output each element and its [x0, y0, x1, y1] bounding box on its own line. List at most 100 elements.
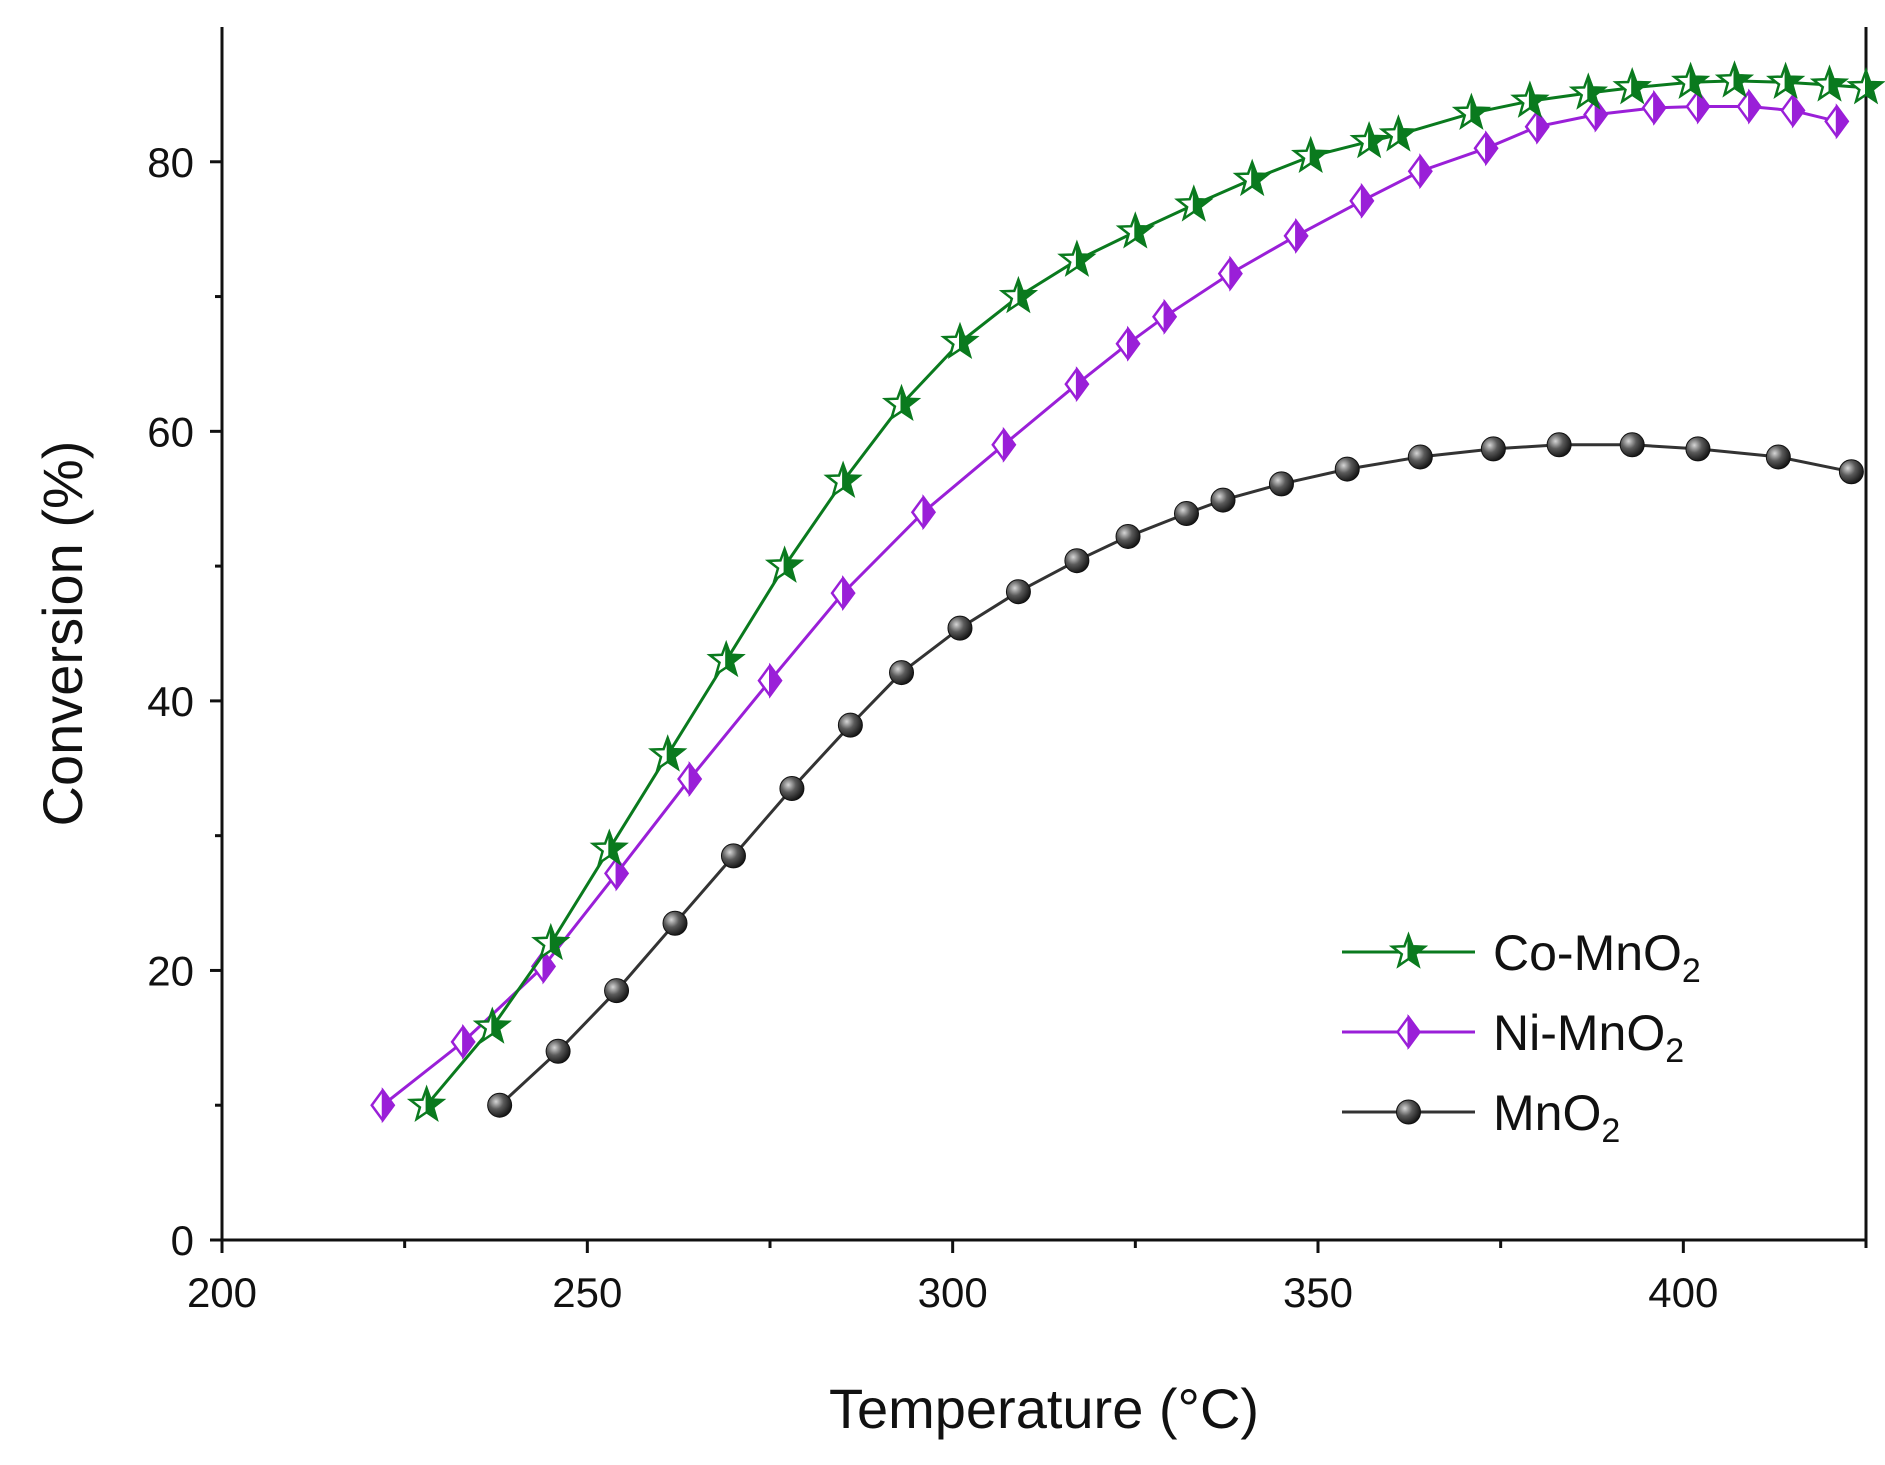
- data-point: [1838, 459, 1864, 485]
- legend-item: Ni-MnO2: [1342, 1005, 1684, 1070]
- data-point: [604, 855, 630, 892]
- data-point: [1115, 325, 1141, 362]
- data-point: [1115, 211, 1155, 249]
- data-point: [1685, 88, 1711, 125]
- data-point: [1641, 89, 1667, 126]
- data-point: [940, 321, 980, 360]
- data-point: [1612, 67, 1652, 105]
- legend-item: Co-MnO2: [1342, 925, 1701, 990]
- data-point: [889, 660, 915, 686]
- legend-label: Ni-MnO2: [1493, 1005, 1684, 1070]
- data-point: [1173, 501, 1199, 527]
- data-point: [779, 775, 805, 801]
- legend-marker: [1396, 1099, 1421, 1125]
- data-point: [1407, 153, 1433, 190]
- data-point: [910, 494, 936, 531]
- plot-frame: [220, 27, 1868, 1242]
- x-tick-label: 250: [552, 1269, 622, 1316]
- y-axis-title: Conversion (%): [31, 441, 94, 827]
- data-point: [1174, 184, 1214, 222]
- data-point: [1210, 487, 1236, 513]
- series-ni-mno2: [370, 88, 1850, 1124]
- data-point: [545, 1038, 571, 1064]
- x-tick-label: 300: [918, 1269, 988, 1316]
- data-point: [1619, 432, 1645, 458]
- data-point: [1115, 523, 1141, 549]
- data-point: [1736, 88, 1762, 125]
- data-point: [1291, 135, 1331, 174]
- x-axis-title: Temperature (°C): [829, 1377, 1259, 1440]
- data-point: [604, 978, 630, 1004]
- legend-marker: [1395, 1013, 1422, 1051]
- legend-label: MnO2: [1493, 1085, 1620, 1150]
- y-tick-label: 40: [147, 678, 194, 725]
- data-point: [1480, 436, 1506, 462]
- data-point: [1232, 158, 1272, 197]
- data-point: [1407, 444, 1433, 470]
- data-point: [947, 615, 973, 641]
- data-point: [662, 910, 688, 936]
- data-point: [830, 575, 856, 612]
- data-point: [1268, 471, 1294, 497]
- data-point: [1217, 255, 1243, 292]
- data-point: [472, 1006, 512, 1044]
- x-tick-label: 200: [187, 1269, 257, 1316]
- data-point: [1349, 182, 1375, 219]
- data-point: [998, 275, 1039, 314]
- data-point: [1546, 432, 1572, 458]
- data-point: [530, 948, 557, 985]
- data-point: [1765, 444, 1791, 470]
- data-point: [837, 712, 863, 738]
- data-point: [764, 545, 805, 583]
- data-point: [1846, 67, 1885, 105]
- data-point: [1824, 103, 1850, 140]
- x-axis: 200 250 300 350 400: [187, 1240, 1868, 1316]
- data-point: [1568, 72, 1608, 110]
- data-point: [720, 843, 746, 869]
- legend-label: Co-MnO2: [1493, 925, 1701, 990]
- data-point: [406, 1084, 447, 1122]
- legend: Co-MnO2 Ni-MnO2 MnO2: [1342, 925, 1701, 1150]
- data-point: [1671, 61, 1711, 99]
- data-point: [1510, 80, 1550, 118]
- data-point: [531, 922, 571, 961]
- data-point: [1766, 61, 1806, 99]
- data-point: [589, 828, 629, 866]
- x-tick-label: 400: [1648, 1269, 1718, 1316]
- data-point: [648, 734, 688, 772]
- data-point: [757, 662, 783, 699]
- data-point: [1780, 92, 1806, 129]
- data-point: [1809, 64, 1850, 102]
- data-point: [1524, 108, 1550, 145]
- data-point: [1057, 239, 1097, 277]
- data-point: [1349, 120, 1389, 159]
- data-point: [823, 460, 863, 498]
- data-point: [881, 383, 922, 422]
- y-tick-label: 80: [147, 139, 194, 186]
- data-point: [1283, 217, 1309, 254]
- y-tick-label: 60: [147, 408, 194, 455]
- data-point: [677, 761, 703, 798]
- series-mno2: [487, 432, 1864, 1118]
- data-point: [1378, 114, 1418, 152]
- data-point: [487, 1092, 513, 1118]
- data-point: [370, 1087, 396, 1124]
- y-axis: 0 20 40 60 80: [147, 139, 222, 1264]
- data-point: [1473, 130, 1499, 167]
- y-tick-label: 20: [147, 947, 194, 994]
- data-point: [1064, 548, 1090, 574]
- legend-item: MnO2: [1342, 1085, 1620, 1150]
- data-point: [1714, 60, 1755, 98]
- series-co-mno2: [406, 60, 1885, 1122]
- data-point: [450, 1023, 476, 1060]
- x-tick-label: 350: [1283, 1269, 1353, 1316]
- data-point: [706, 639, 746, 678]
- data-point: [1685, 436, 1711, 462]
- data-point: [1334, 456, 1360, 482]
- y-tick-label: 0: [171, 1217, 194, 1264]
- data-point: [1005, 579, 1031, 605]
- data-point: [1064, 366, 1090, 403]
- series-layer: [370, 60, 1885, 1124]
- legend-marker: [1388, 931, 1429, 969]
